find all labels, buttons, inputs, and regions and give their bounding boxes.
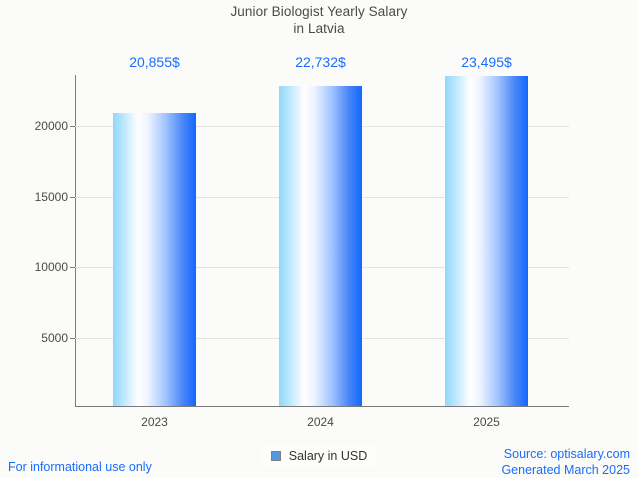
y-axis-line bbox=[75, 75, 76, 407]
y-tick-20000 bbox=[70, 126, 75, 127]
legend-item-salary-in-usd[interactable]: Salary in USD bbox=[260, 446, 378, 466]
chart-legend: Salary in USD bbox=[0, 446, 638, 466]
bar-2024[interactable] bbox=[279, 86, 362, 406]
chart-title: Junior Biologist Yearly Salary in Latvia bbox=[0, 3, 638, 37]
bar-value-label-2025: 23,495$ bbox=[461, 54, 512, 70]
x-axis-label-2024: 2024 bbox=[307, 415, 334, 429]
x-axis-label-2025: 2025 bbox=[473, 415, 500, 429]
bar-value-label-2023: 20,855$ bbox=[129, 54, 180, 70]
x-axis-label-2023: 2023 bbox=[141, 415, 168, 429]
legend-swatch-icon bbox=[270, 451, 281, 461]
bar-2025[interactable] bbox=[445, 76, 528, 406]
y-axis-tick-label-10000: 10000 bbox=[34, 260, 68, 274]
bar-value-label-2024: 22,732$ bbox=[295, 54, 346, 70]
y-axis-tick-label-5000: 5000 bbox=[41, 331, 68, 345]
plot-area bbox=[70, 75, 569, 407]
chart-title-line-1: Junior Biologist Yearly Salary bbox=[230, 4, 408, 19]
y-tick-15000 bbox=[70, 197, 75, 198]
y-tick-10000 bbox=[70, 267, 75, 268]
bar-2023[interactable] bbox=[113, 113, 196, 406]
x-axis-line bbox=[75, 406, 569, 407]
chart-title-line-2: in Latvia bbox=[293, 21, 345, 36]
footer-source: Source: optisalary.com bbox=[503, 447, 630, 461]
y-axis-tick-label-20000: 20000 bbox=[34, 119, 68, 133]
y-axis-tick-label-15000: 15000 bbox=[34, 190, 68, 204]
legend-item-label: Salary in USD bbox=[288, 449, 368, 463]
footer-source-block: Source: optisalary.com Generated March 2… bbox=[501, 446, 630, 478]
footer-generated-date: Generated March 2025 bbox=[501, 463, 630, 477]
y-tick-5000 bbox=[70, 338, 75, 339]
footer-disclaimer: For informational use only bbox=[8, 460, 152, 474]
